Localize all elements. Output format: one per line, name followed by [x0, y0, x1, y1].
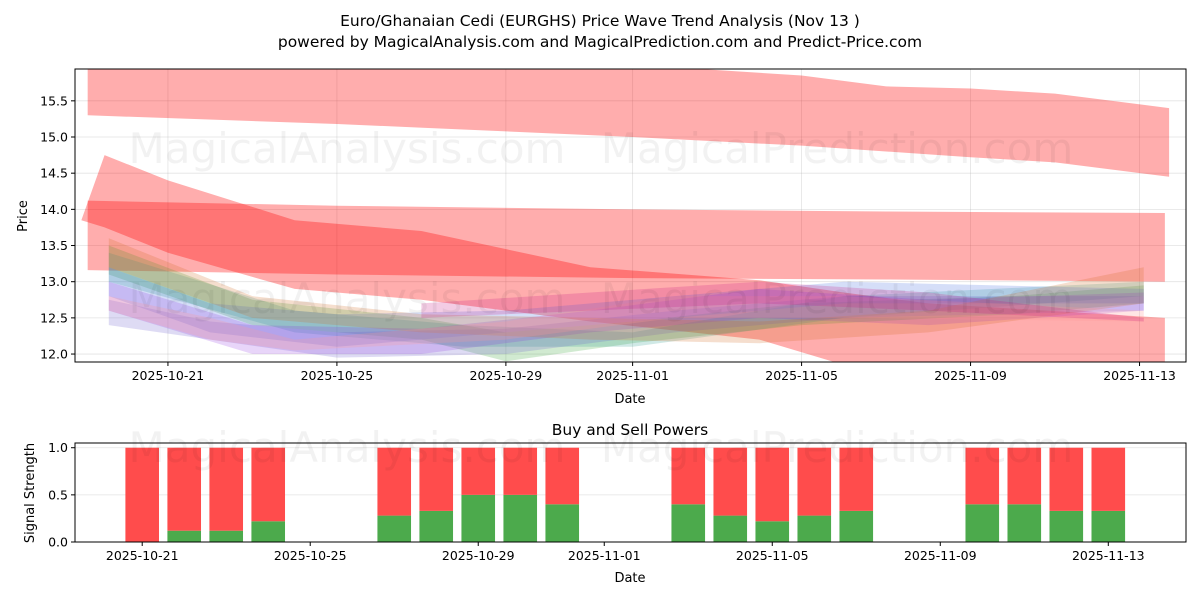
svg-text:MagicalPrediction.com: MagicalPrediction.com [601, 124, 1074, 173]
x-tick-label: 2025-11-09 [934, 368, 1007, 383]
chart-subtitle: powered by MagicalAnalysis.com and Magic… [278, 33, 922, 51]
y-tick-label: 14.5 [40, 166, 68, 181]
svg-text:MagicalPrediction.com: MagicalPrediction.com [601, 423, 1074, 472]
plot-frame [74, 442, 1187, 543]
main-y-label: Price [16, 200, 31, 232]
band-upper-wave [87, 69, 1170, 177]
band-teal-wave [108, 252, 1144, 347]
buy-bar [251, 521, 286, 542]
buy-bar [839, 510, 874, 542]
x-tick-label: 2025-11-01 [568, 548, 641, 563]
sell-bar [1049, 447, 1084, 511]
band-blue-wave-1 [108, 267, 1144, 347]
sell-bar [755, 447, 790, 522]
x-tick-label: 2025-10-25 [301, 368, 374, 383]
x-tick-label: 2025-11-13 [1072, 548, 1145, 563]
buy-bar [965, 504, 1000, 542]
y-tick-label: 14.0 [40, 202, 68, 217]
sell-bar [839, 447, 874, 511]
buy-bar [167, 530, 202, 542]
signal-chart: 0.0 0.5 1.0 2025-10-21 2025-10-25 2025-10-29 2… [48, 440, 1187, 563]
sell-bar [377, 447, 412, 516]
sell-bar [125, 447, 160, 542]
svg-text:MagicalAnalysis.com: MagicalAnalysis.com [129, 124, 566, 173]
buy-bar [713, 515, 748, 542]
sell-bar [671, 447, 706, 505]
y-tick-label: 0.0 [48, 535, 68, 550]
y-tick-label: 12.5 [40, 310, 68, 325]
band-blue-wave-2 [108, 296, 1144, 358]
watermark-signal: MagicalAnalysis.com MagicalPrediction.co… [129, 423, 1074, 472]
x-tick-label: 2025-11-05 [765, 368, 838, 383]
y-tick-label: 15.0 [40, 130, 68, 145]
buy-bar [1007, 504, 1042, 542]
svg-text:MagicalAnalysis.com: MagicalAnalysis.com [129, 423, 566, 472]
y-tick-label: 13.5 [40, 238, 68, 253]
band-flat-wave [87, 200, 1165, 282]
sell-bar [1091, 447, 1126, 511]
x-tick-label: 2025-10-25 [274, 548, 347, 563]
price-chart: 12.0 12.5 13.0 13.5 14.0 14.5 15.0 15.5 2025-10-… [40, 68, 1187, 383]
x-tick-label: 2025-11-09 [904, 548, 977, 563]
y-tick-label: 12.0 [40, 347, 68, 362]
buy-bar [797, 515, 832, 542]
y-tick-label: 13.0 [40, 274, 68, 289]
x-tick-label: 2025-10-21 [106, 548, 179, 563]
x-tick-label: 2025-10-29 [442, 548, 515, 563]
sell-bar [503, 447, 538, 495]
buy-bar [1049, 510, 1084, 542]
x-tick-label: 2025-11-01 [596, 368, 669, 383]
buy-bar [461, 494, 496, 542]
buy-bar [1091, 510, 1126, 542]
buy-bar [209, 530, 244, 542]
sell-bar [713, 447, 748, 516]
buy-bar [545, 504, 580, 542]
chart-title: Euro/Ghanaian Cedi (EURGHS) Price Wave T… [340, 12, 860, 30]
band-green-wave [108, 245, 1144, 362]
sell-bar [545, 447, 580, 505]
sell-bar [209, 447, 244, 531]
y-tick-label: 0.5 [48, 487, 68, 502]
x-tick-label: 2025-10-29 [470, 368, 543, 383]
band-falling-wave [81, 155, 1165, 362]
signal-y-label: Signal Strength [23, 443, 38, 543]
x-tick-label: 2025-10-21 [132, 368, 205, 383]
buy-bar [377, 515, 412, 542]
band-purple-wave [108, 281, 1144, 355]
y-tick-label: 1.0 [48, 440, 68, 455]
sell-bar [461, 447, 496, 495]
band-orange-wave [108, 238, 1144, 344]
sell-bar [419, 447, 454, 511]
signal-chart-title: Buy and Sell Powers [552, 421, 709, 439]
plot-frame [74, 68, 1187, 363]
svg-text:MagicalPrediction.com: MagicalPrediction.com [601, 274, 1074, 323]
sell-bar [1007, 447, 1042, 505]
svg-text:MagicalAnalysis.com: MagicalAnalysis.com [129, 274, 566, 323]
bands [81, 69, 1170, 362]
buy-bar [755, 521, 790, 542]
sell-bar [965, 447, 1000, 505]
buy-bar [671, 504, 706, 542]
x-tick-label: 2025-11-05 [736, 548, 809, 563]
y-tick-label: 15.5 [40, 93, 68, 108]
band-magenta-wave [421, 281, 1144, 322]
sell-bar [797, 447, 832, 516]
sell-bar [251, 447, 286, 522]
x-tick-label: 2025-11-13 [1103, 368, 1176, 383]
buy-bar [419, 510, 454, 542]
buy-bar [503, 494, 538, 542]
main-x-label: Date [614, 392, 645, 407]
sell-bar [167, 447, 202, 531]
band-pink-wave [108, 296, 1144, 351]
signal-x-label: Date [614, 571, 645, 586]
watermark-main: MagicalAnalysis.com MagicalPrediction.co… [129, 124, 1074, 323]
